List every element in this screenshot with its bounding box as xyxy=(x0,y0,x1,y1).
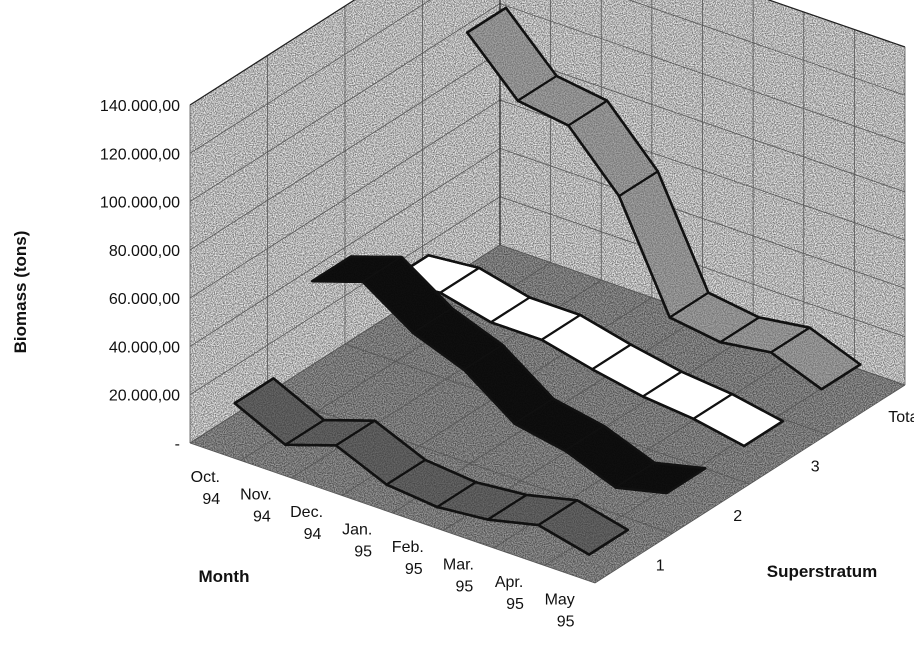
y-tick-label: 40.000,00 xyxy=(109,339,180,356)
z-axis-title: Superstratum xyxy=(767,562,878,581)
ribbon-texture xyxy=(437,482,527,520)
x-tick-label: May 95 xyxy=(545,591,575,630)
ribbon-texture xyxy=(568,100,658,197)
z-axis-tick-labels: 1 2 3 Total xyxy=(656,409,914,575)
ribbon-texture xyxy=(335,420,426,485)
y-tick-label: 60.000,00 xyxy=(109,291,180,308)
ribbon-texture xyxy=(487,494,578,526)
ribbon-texture xyxy=(619,171,709,318)
z-tick-label: 2 xyxy=(733,508,742,525)
x-axis-tick-labels: Oct. 94 Nov. 94 Dec. 94 Jan. 95 Feb. 95 Mar. 95 Apr.… xyxy=(191,469,575,631)
ribbon-texture xyxy=(770,327,861,390)
ribbon-outline xyxy=(310,255,707,495)
y-axis-title: Biomass (tons) xyxy=(11,231,30,354)
x-tick-label: Dec. 94 xyxy=(290,504,323,543)
y-tick-label: 120.000,00 xyxy=(100,146,180,163)
z-tick-label: 3 xyxy=(811,458,820,475)
y-gridline xyxy=(189,0,906,154)
x-tick-label: Feb. 95 xyxy=(392,539,424,578)
x-tick-label: Jan. 95 xyxy=(342,521,372,560)
ribbon-texture xyxy=(464,345,554,424)
y-tick-label: 20.000,00 xyxy=(109,388,180,405)
top-edge xyxy=(189,0,906,106)
y-tick-label: 140.000,00 xyxy=(100,98,180,115)
x-tick-label: Nov. 94 xyxy=(240,486,272,525)
ribbon-outline xyxy=(465,6,862,391)
x-tick-label: Oct. 94 xyxy=(191,469,221,508)
x-axis-title: Month xyxy=(199,567,250,586)
series-ribbon-3 xyxy=(388,254,785,448)
ribbon-texture xyxy=(234,378,325,445)
ribbon-outline xyxy=(388,254,785,448)
series-ribbons xyxy=(233,6,862,556)
z-gridline-floor xyxy=(267,393,673,534)
y-tick-label: - xyxy=(175,436,180,453)
ribbon-texture xyxy=(514,398,605,451)
ribbon-texture xyxy=(312,256,402,282)
y-tick-label: 100.000,00 xyxy=(100,195,180,212)
x-tick-label: Mar. 95 xyxy=(443,556,474,595)
ribbon-texture xyxy=(669,292,760,343)
z-tick-label: Total xyxy=(888,409,914,426)
ribbon-texture xyxy=(615,462,706,494)
ribbon-texture xyxy=(538,500,628,555)
x-tick-label: Apr. 95 xyxy=(495,574,524,613)
ribbon-texture xyxy=(413,308,503,370)
series-ribbon-1 xyxy=(233,377,630,556)
y-axis-tick-labels: - 20.000,00 40.000,00 60.000,00 80.000,00 100… xyxy=(100,98,180,453)
ribbon-texture xyxy=(362,257,453,334)
series-ribbon-2 xyxy=(310,255,707,495)
ribbon-outline xyxy=(233,377,630,556)
ribbon-texture xyxy=(517,76,608,126)
ribbon-texture xyxy=(467,7,557,101)
y-tick-label: 80.000,00 xyxy=(109,243,180,260)
z-tick-label: 1 xyxy=(656,557,665,574)
ribbon-texture xyxy=(285,420,375,446)
series-ribbon-Total xyxy=(465,6,862,391)
ribbon-texture xyxy=(720,317,810,353)
ribbon-texture xyxy=(565,426,655,488)
z-gridline-floor xyxy=(189,442,596,584)
